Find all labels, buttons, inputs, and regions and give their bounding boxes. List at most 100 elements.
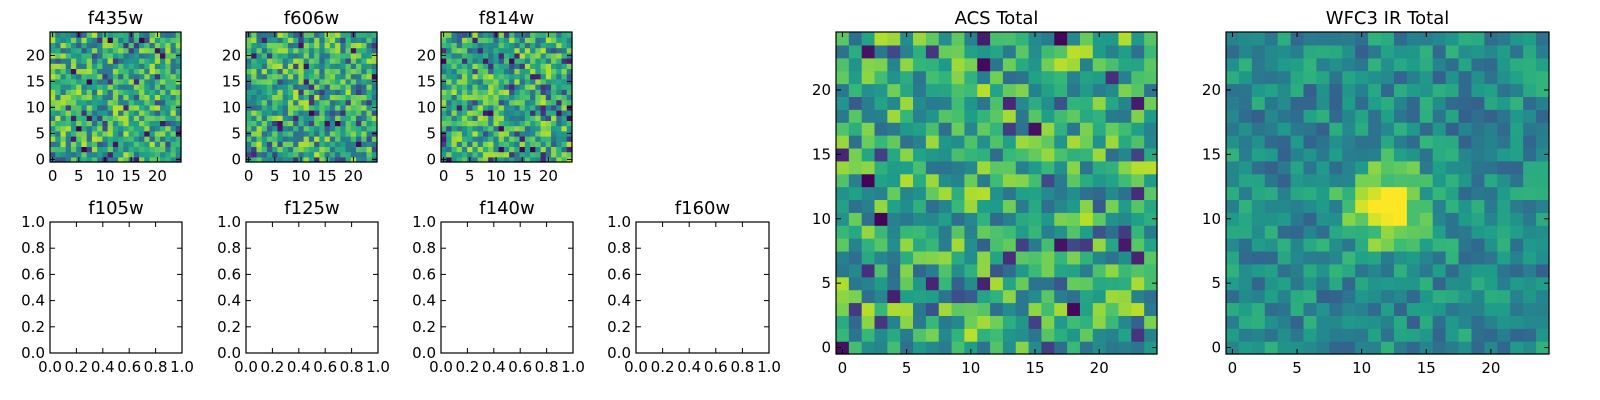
heatmap-cell (913, 96, 927, 110)
heatmap-cell (900, 96, 914, 110)
heatmap-cell (1368, 160, 1382, 175)
heatmap-cell (112, 125, 119, 132)
heatmap-cell (561, 68, 568, 75)
heatmap-cell (477, 120, 484, 127)
heatmap-cell (1041, 263, 1055, 278)
heatmap-cell (160, 115, 166, 121)
heatmap-cell (70, 99, 77, 106)
heatmap-cell (361, 47, 368, 54)
heatmap-cell (535, 32, 542, 38)
heatmap-cell (277, 58, 284, 64)
heatmap-cell (1419, 70, 1434, 85)
heatmap-cell (144, 32, 151, 38)
heatmap-cell (1015, 225, 1030, 239)
heatmap-cell (861, 57, 876, 72)
heatmap-cell (133, 104, 140, 111)
heatmap-cell (1238, 212, 1253, 226)
heatmap-cell (1419, 250, 1434, 265)
heatmap-cell (514, 52, 521, 59)
heatmap-cell (324, 136, 331, 142)
heatmap-cell (530, 146, 536, 153)
heatmap-cell (128, 89, 135, 95)
heatmap-cell (319, 115, 326, 121)
heatmap-cell (1118, 341, 1132, 355)
heatmap-cell (887, 147, 901, 162)
heatmap-cell (308, 146, 315, 153)
heatmap-cell (251, 52, 258, 59)
heatmap-cell (340, 120, 347, 127)
heatmap-cell (1131, 250, 1145, 265)
heatmap-cell (461, 73, 468, 80)
heatmap-cell (498, 120, 505, 127)
heatmap-cell (277, 151, 284, 158)
heatmap-cell (503, 110, 510, 116)
heatmap-cell (1277, 70, 1292, 85)
heatmap-cell (1471, 212, 1485, 226)
heatmap-cell (272, 37, 279, 43)
heatmap-cell (277, 110, 284, 116)
heatmap-cell (451, 32, 458, 38)
heatmap-cell (1015, 122, 1030, 136)
heatmap-cell (1484, 341, 1498, 355)
heatmap-cell (1381, 135, 1395, 149)
heatmap-cell (60, 47, 67, 54)
heatmap-cell (1523, 328, 1537, 342)
heatmap-cell (519, 84, 526, 90)
heatmap-cell (1432, 212, 1447, 226)
heatmap-cell (366, 146, 373, 153)
heatmap-cell (50, 89, 56, 95)
heatmap-cell (1536, 328, 1550, 342)
heatmap-cell (441, 37, 447, 43)
x-tick-label: 0.4 (91, 358, 115, 376)
heatmap-cell (303, 120, 310, 127)
heatmap-cell (977, 160, 991, 175)
heatmap-cell (861, 276, 876, 291)
heatmap-cell (65, 130, 72, 137)
heatmap-cell (70, 68, 77, 75)
heatmap-cell (293, 42, 299, 49)
heatmap-cell (1105, 96, 1120, 110)
heatmap-cell (1264, 315, 1279, 329)
heatmap-cell (335, 136, 341, 142)
heatmap-cell (540, 94, 547, 101)
heatmap-cell (91, 156, 98, 163)
heatmap-cell (128, 99, 135, 106)
heatmap-cell (118, 73, 124, 80)
heatmap-cell (498, 141, 505, 147)
heatmap-cell (251, 125, 258, 132)
heatmap-cell (133, 120, 140, 127)
heatmap-cell (451, 146, 458, 153)
heatmap-cell (86, 151, 93, 158)
heatmap-cell (1471, 32, 1485, 46)
heatmap-cell (371, 58, 378, 64)
heatmap-cell (335, 78, 341, 85)
heatmap-cell (272, 73, 279, 80)
heatmap-cell (1342, 96, 1356, 110)
heatmap-cell (1002, 70, 1017, 85)
heatmap-cell (1092, 173, 1107, 188)
heatmap-cell (535, 42, 542, 49)
heatmap-cell (503, 94, 510, 101)
heatmap-cell (887, 289, 901, 304)
heatmap-cell (350, 125, 357, 132)
heatmap-cell (836, 250, 850, 265)
heatmap-cell (951, 70, 965, 85)
heatmap-cell (308, 68, 315, 75)
heatmap-cell (1393, 122, 1408, 136)
heatmap-cell (50, 99, 56, 106)
heatmap-cell (1118, 57, 1132, 72)
heatmap-cell (277, 73, 284, 80)
heatmap-cell (118, 146, 124, 153)
heatmap-cell (938, 199, 953, 213)
heatmap-cell (1381, 341, 1395, 355)
heatmap-cell (107, 156, 114, 163)
heatmap-cell (60, 68, 67, 75)
x-tick-label: 0 (838, 359, 848, 377)
heatmap-cell (139, 78, 145, 85)
heatmap-cell (97, 68, 103, 75)
heatmap-cell (482, 42, 489, 49)
heatmap-cell (1419, 302, 1434, 316)
heatmap-cell (50, 94, 56, 101)
heatmap-cell (65, 73, 72, 80)
heatmap-cell (335, 125, 341, 132)
